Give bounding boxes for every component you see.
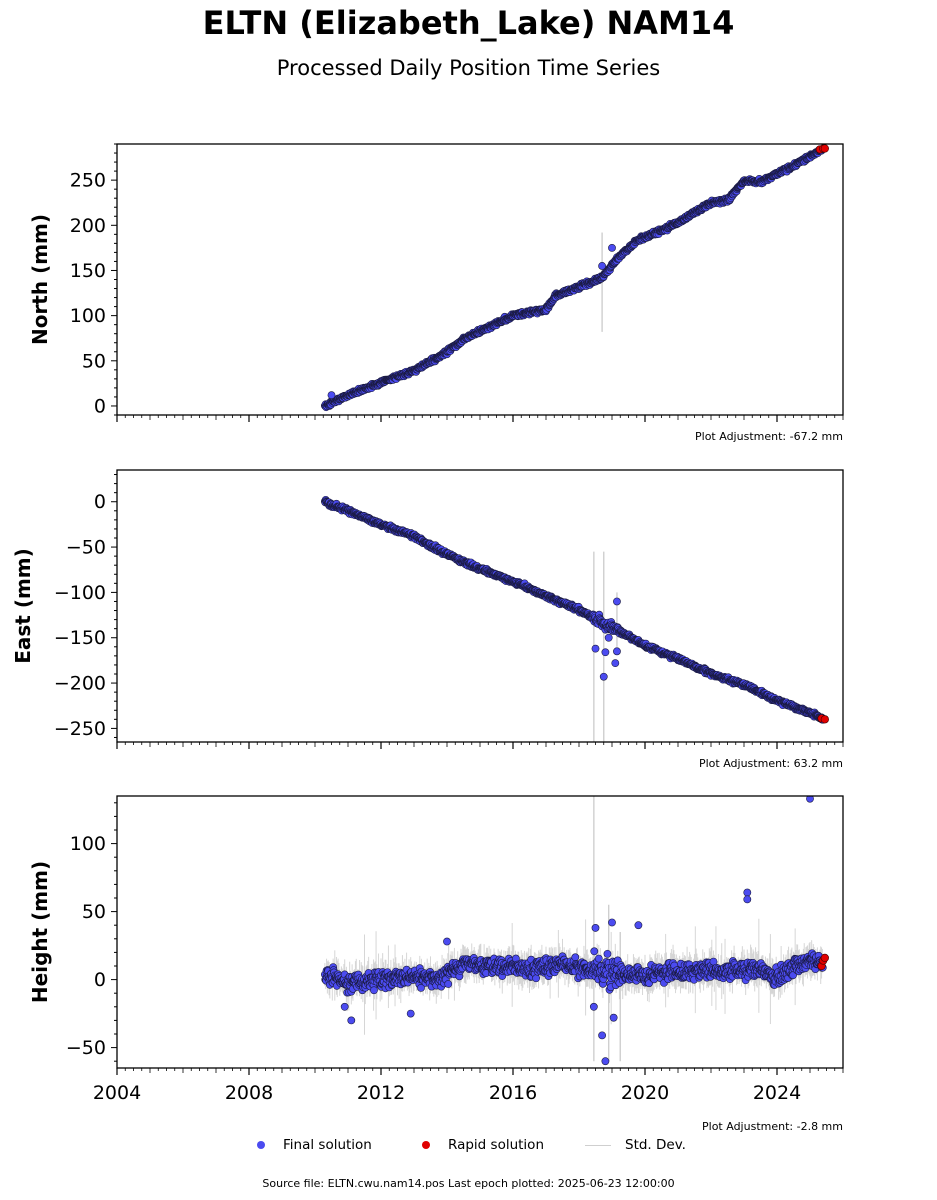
east-frame <box>116 469 844 743</box>
east-axis-label: East (mm) <box>11 548 35 664</box>
north-final-outlier <box>608 243 616 252</box>
north-ytick-label: 250 <box>70 170 106 192</box>
north-plot-area <box>320 144 829 412</box>
north-plot-adjustment: Plot Adjustment: -67.2 mm <box>695 430 843 443</box>
north-ytick-label: 150 <box>70 260 106 282</box>
chart-title: ELTN (Elizabeth_Lake) NAM14 <box>202 4 735 42</box>
height-plot-area <box>320 796 829 1066</box>
east-ytick-label: −150 <box>54 627 106 649</box>
east-ytick-label: −250 <box>54 718 106 740</box>
east-final-outlier <box>599 672 608 681</box>
east-ytick-label: −200 <box>54 673 106 695</box>
east-plot-area <box>320 495 829 742</box>
north-axis-label: North (mm) <box>28 214 52 345</box>
north-ytick-label: 50 <box>82 350 106 372</box>
height-final-point <box>370 986 378 995</box>
north-final-outlier <box>327 391 336 400</box>
east-final-outlier <box>613 647 621 656</box>
east-ytick-label: −100 <box>54 582 106 604</box>
north-ytick-label: 100 <box>70 305 106 327</box>
east-final-outlier <box>591 644 600 653</box>
north-final-outlier <box>598 262 606 270</box>
east-final-outlier <box>611 659 620 668</box>
east-ytick-label: 0 <box>94 491 106 513</box>
height-final-point <box>444 980 453 988</box>
east-ytick-label: −50 <box>66 537 106 559</box>
east-final-outlier <box>604 633 613 642</box>
height-final-point <box>417 983 425 992</box>
east-final-outlier <box>601 648 610 657</box>
north-ytick-label: 0 <box>94 395 106 417</box>
east-rapid-point <box>820 715 829 724</box>
east-final-outlier <box>613 597 621 606</box>
east-plot-adjustment: Plot Adjustment: 63.2 mm <box>699 757 843 770</box>
north-frame <box>116 143 844 416</box>
chart-subtitle: Processed Daily Position Time Series <box>276 56 661 80</box>
north-rapid-point <box>820 144 829 153</box>
north-ytick-label: 200 <box>70 215 106 237</box>
